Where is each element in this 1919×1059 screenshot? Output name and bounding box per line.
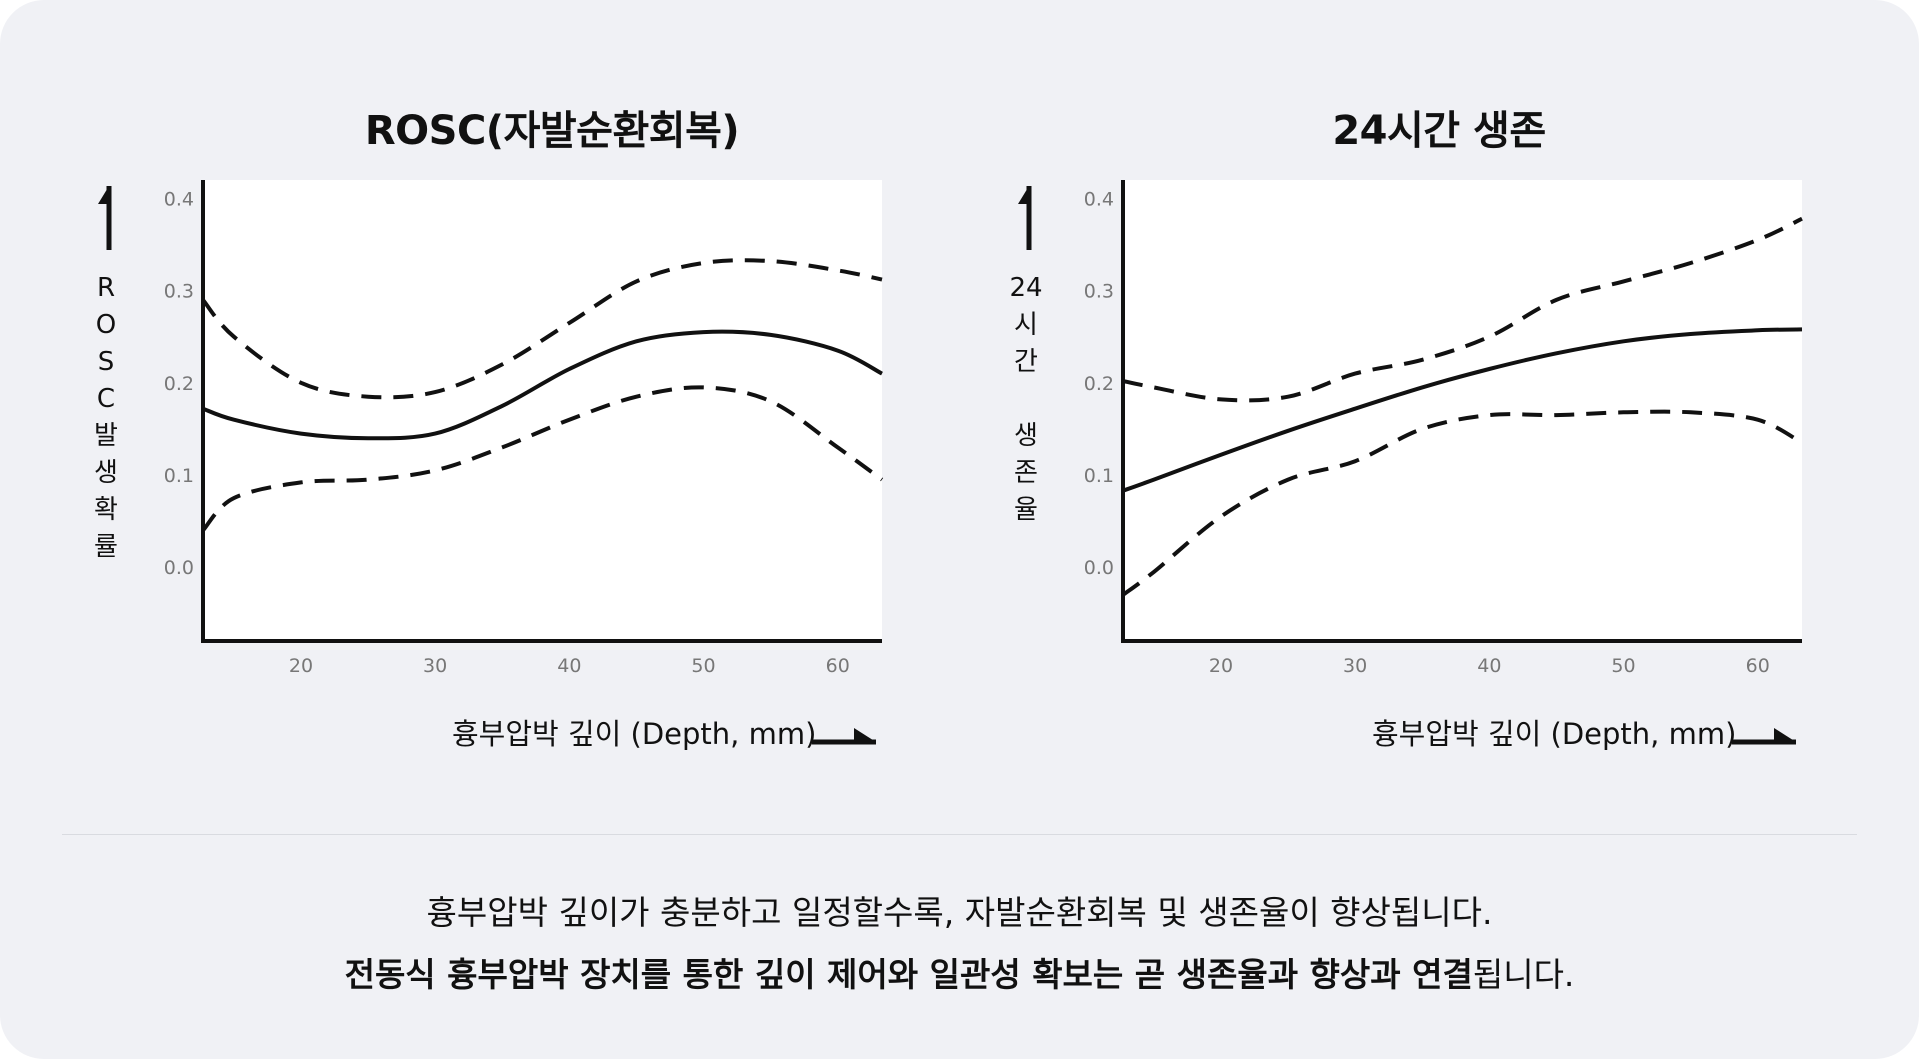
confidence-bound-line — [1122, 216, 1803, 403]
y-tick-label: 0.2 — [164, 373, 194, 395]
x-tick-label: 20 — [1209, 655, 1233, 677]
caption-line-1: 흉부압박 깊이가 충분하고 일정할수록, 자발순환회복 및 생존율이 향상됩니다… — [426, 893, 1493, 932]
caption-line-2-tail: 됩니다. — [1472, 955, 1575, 994]
x-tick-label: 50 — [691, 655, 715, 677]
x-tick-label: 50 — [1611, 655, 1635, 677]
plot-24h: 0.0 0.1 0.2 0.3 0.4 20 30 40 50 60 — [1084, 180, 1803, 677]
y-tick-label: 0.3 — [1084, 281, 1114, 303]
estimate-line — [1122, 327, 1803, 493]
x-tick-label: 40 — [557, 655, 581, 677]
y-axis-label-text: R O S C 발 생 확 률 — [94, 273, 118, 562]
x-axis-arrow-icon — [812, 728, 876, 745]
confidence-bound-line — [201, 385, 884, 532]
y-axis-arrow-icon — [1018, 186, 1032, 250]
caption-line-2: 전동식 흉부압박 장치를 통한 깊이 제어와 일관성 확보는 곧 생존율과 향상… — [0, 948, 1919, 996]
y-tick-label: 0.1 — [1084, 465, 1114, 487]
y-tick-label: 0.1 — [164, 465, 194, 487]
x-axis-label-rosc: 흉부압박 깊이 (Depth, mm) — [452, 717, 817, 751]
x-tick-label: 30 — [1343, 655, 1367, 677]
divider — [62, 834, 1857, 835]
y-tick-label: 0.2 — [1084, 373, 1114, 395]
y-axis-label-text: 24 시 간 생 존 율 — [1009, 273, 1043, 525]
x-tick-label: 20 — [289, 655, 313, 677]
y-tick-label: 0.0 — [1084, 557, 1114, 579]
x-tick-label: 60 — [1746, 655, 1770, 677]
x-tick-label: 60 — [826, 655, 850, 677]
plot-area — [203, 180, 882, 641]
y-tick-label: 0.0 — [164, 557, 194, 579]
confidence-bound-line — [1121, 409, 1803, 597]
y-axis-label-rosc: R O S C 발 생 확 률 — [76, 270, 136, 566]
x-axis-arrow-icon — [1732, 728, 1796, 745]
x-tick-label: 40 — [1477, 655, 1501, 677]
y-axis-label-24h: 24 시 간 생 존 율 — [996, 270, 1056, 529]
plot-rosc: 0.0 0.1 0.2 0.3 0.4 20 30 40 50 60 — [164, 180, 884, 677]
y-tick-label: 0.3 — [164, 281, 194, 303]
plot-area — [1123, 180, 1802, 641]
caption-line-2-bold: 전동식 흉부압박 장치를 통한 깊이 제어와 일관성 확보는 곧 생존율과 향상… — [344, 955, 1473, 994]
y-axis-arrow-icon — [98, 186, 112, 250]
x-axis-label-24h: 흉부압박 깊이 (Depth, mm) — [1372, 717, 1737, 751]
y-tick-label: 0.4 — [164, 188, 194, 210]
x-tick-label: 30 — [423, 655, 447, 677]
chart-title-24h: 24시간 생존 — [1332, 108, 1546, 154]
chart-title-rosc: ROSC(자발순환회복) — [364, 108, 740, 154]
y-tick-label: 0.4 — [1084, 188, 1114, 210]
estimate-line — [202, 329, 883, 441]
